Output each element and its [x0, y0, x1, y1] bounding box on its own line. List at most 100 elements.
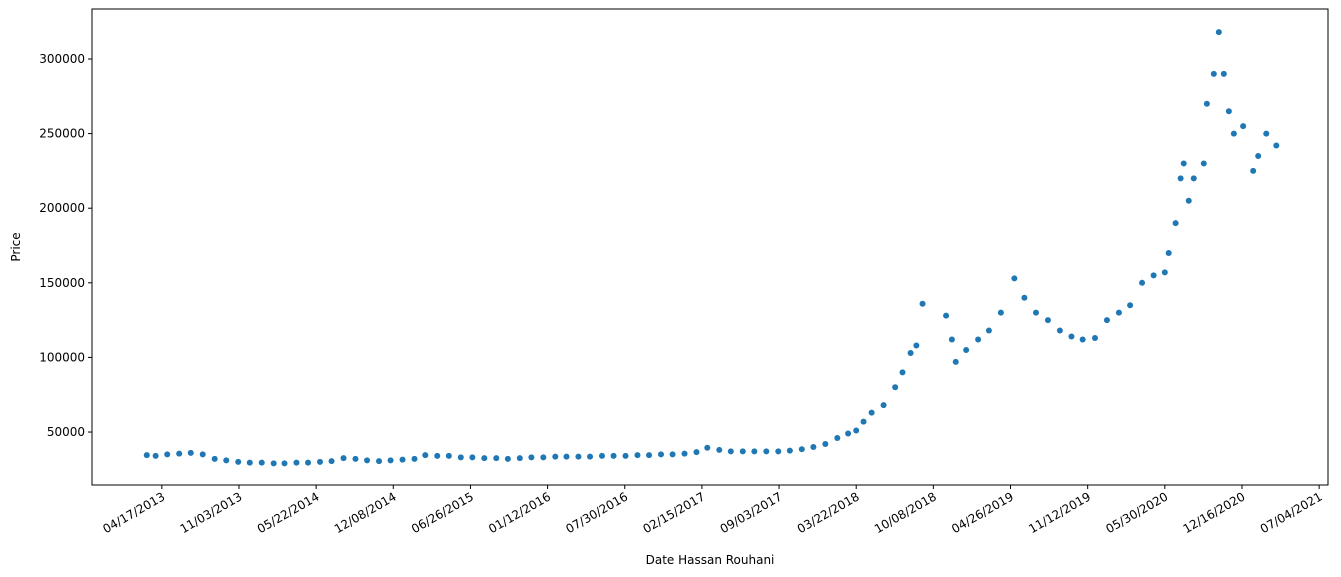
point [293, 459, 300, 466]
point [693, 449, 700, 456]
point [727, 448, 734, 455]
point [1185, 197, 1192, 204]
point [481, 455, 488, 462]
point [1115, 309, 1122, 316]
point [1203, 100, 1210, 107]
point [552, 453, 559, 460]
y-tick-label: 150000 [39, 276, 85, 290]
point [1230, 130, 1237, 137]
point [681, 450, 688, 457]
x-tick-label: 09/03/2017 [718, 489, 785, 536]
point [493, 455, 500, 462]
point [751, 448, 758, 455]
point [1215, 29, 1222, 36]
point [328, 458, 335, 465]
point [164, 451, 171, 458]
point [716, 446, 723, 453]
x-tick-label: 06/26/2015 [409, 489, 476, 536]
point [704, 444, 711, 451]
point [907, 349, 914, 356]
x-tick-label: 02/15/2017 [640, 489, 707, 536]
point [316, 458, 323, 465]
x-tick-label: 11/03/2013 [178, 489, 245, 536]
point [387, 457, 394, 464]
point [516, 455, 523, 462]
point [575, 453, 582, 460]
point [176, 450, 183, 457]
point [1127, 302, 1134, 309]
x-tick-label: 05/22/2014 [255, 489, 322, 536]
point [739, 448, 746, 455]
x-tick-label: 07/30/2016 [563, 489, 630, 536]
y-axis-label: Price [9, 232, 23, 261]
point [376, 458, 383, 465]
point [834, 434, 841, 441]
x-tick-label: 07/04/2021 [1258, 489, 1325, 536]
point [1177, 175, 1184, 182]
point [669, 451, 676, 458]
point [422, 452, 429, 459]
point [948, 336, 955, 343]
point [943, 312, 950, 319]
point [1180, 160, 1187, 167]
point [798, 446, 805, 453]
x-tick-label: 11/12/2019 [1026, 489, 1093, 536]
point [622, 452, 629, 459]
point [199, 451, 206, 458]
point [235, 458, 242, 465]
point [1255, 152, 1262, 159]
y-tick-label: 100000 [39, 350, 85, 364]
point [246, 459, 253, 466]
point [763, 448, 770, 455]
point [646, 452, 653, 459]
point [587, 453, 594, 460]
point [880, 402, 887, 409]
x-tick-label: 03/22/2018 [795, 489, 862, 536]
point [143, 452, 150, 459]
point [1032, 309, 1039, 316]
point [985, 327, 992, 334]
point [411, 455, 418, 462]
x-tick-label: 12/08/2014 [332, 489, 399, 536]
point [598, 452, 605, 459]
point [1240, 123, 1247, 130]
point [658, 451, 665, 458]
point [975, 336, 982, 343]
x-tick-label: 04/26/2019 [949, 489, 1016, 536]
point [1172, 220, 1179, 227]
point [1200, 160, 1207, 167]
point [845, 430, 852, 437]
point [1190, 175, 1197, 182]
point [952, 358, 959, 365]
point [281, 460, 288, 467]
point [919, 300, 926, 307]
x-tick-label: 04/17/2013 [100, 489, 167, 536]
point [1220, 70, 1227, 77]
point [540, 454, 547, 461]
point [1068, 333, 1075, 340]
point [258, 459, 265, 466]
point [634, 452, 641, 459]
point [187, 449, 194, 456]
point [364, 457, 371, 464]
point [1150, 272, 1157, 279]
y-tick-label: 250000 [39, 127, 85, 141]
point [305, 459, 312, 466]
point [1021, 294, 1028, 301]
point [504, 455, 511, 462]
point [786, 447, 793, 454]
point [892, 384, 899, 391]
point [223, 457, 230, 464]
point [1079, 336, 1086, 343]
point [913, 342, 920, 349]
point [270, 460, 277, 467]
y-tick-label: 300000 [39, 52, 85, 66]
point [810, 443, 817, 450]
point [1273, 142, 1280, 149]
point [868, 409, 875, 416]
point [1091, 335, 1098, 342]
point [1250, 167, 1257, 174]
point [1011, 275, 1018, 282]
point [340, 455, 347, 462]
